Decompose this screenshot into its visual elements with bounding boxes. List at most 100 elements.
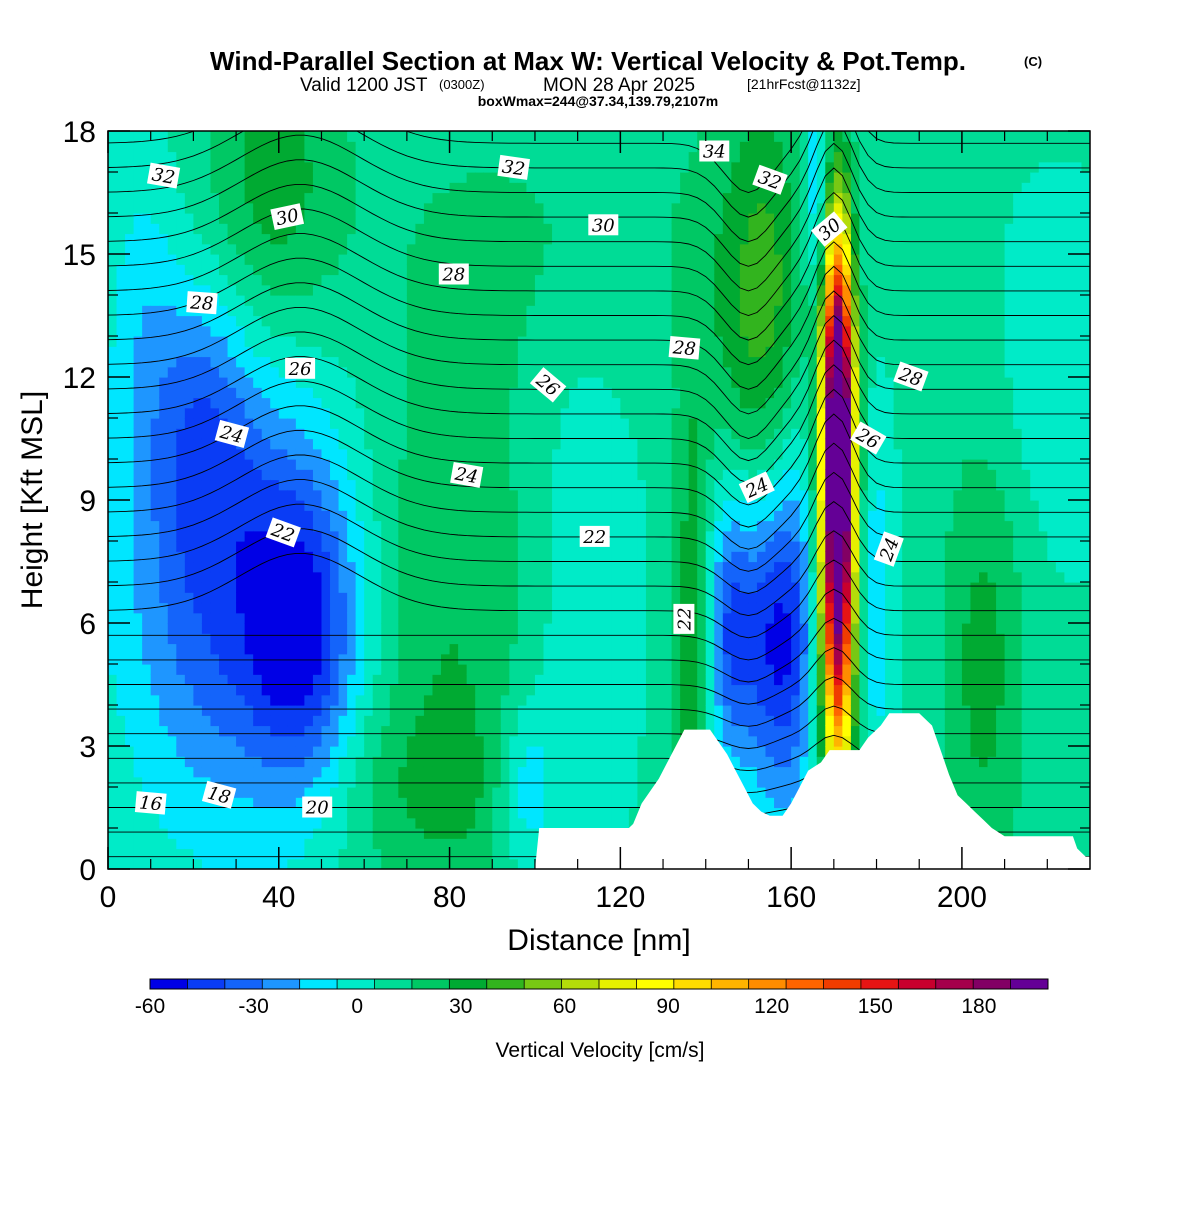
- velocity-cell: [338, 725, 348, 737]
- velocity-cell: [500, 223, 510, 235]
- velocity-cell: [261, 828, 271, 839]
- velocity-cell: [253, 202, 263, 214]
- velocity-cell: [492, 694, 502, 706]
- velocity-cell: [236, 530, 246, 542]
- velocity-cell: [628, 623, 639, 634]
- velocity-cell: [458, 510, 468, 522]
- velocity-cell: [398, 377, 408, 388]
- velocity-cell: [176, 776, 186, 788]
- velocity-cell: [526, 694, 536, 706]
- velocity-cell: [150, 182, 160, 194]
- velocity-cell: [577, 325, 587, 337]
- velocity-cell: [509, 418, 519, 429]
- velocity-cell: [620, 274, 630, 286]
- velocity-cell: [236, 182, 246, 194]
- velocity-cell: [577, 582, 587, 593]
- velocity-cell: [611, 336, 621, 347]
- velocity-cell: [355, 141, 365, 153]
- velocity-cell: [227, 182, 237, 194]
- velocity-cell: [381, 418, 391, 429]
- velocity-cell: [466, 787, 476, 798]
- velocity-cell: [150, 336, 160, 347]
- velocity-cell: [210, 633, 220, 645]
- velocity-cell: [338, 838, 348, 850]
- velocity-cell: [355, 612, 365, 624]
- velocity-cell: [560, 336, 570, 347]
- velocity-cell: [381, 284, 391, 296]
- velocity-cell: [184, 684, 194, 696]
- velocity-cell: [244, 674, 254, 686]
- velocity-cell: [381, 725, 391, 737]
- velocity-cell: [116, 151, 126, 163]
- velocity-cell: [116, 694, 126, 706]
- velocity-cell: [381, 161, 391, 173]
- velocity-cell: [159, 705, 169, 716]
- velocity-cell: [304, 407, 314, 419]
- velocity-cell: [133, 459, 143, 470]
- velocity-cell: [671, 510, 681, 522]
- velocity-cell: [594, 623, 604, 634]
- velocity-cell: [253, 448, 263, 460]
- velocity-cell: [671, 469, 681, 481]
- velocity-cell: [372, 479, 382, 491]
- velocity-cell: [176, 295, 186, 306]
- velocity-cell: [441, 366, 451, 378]
- velocity-cell: [586, 489, 596, 501]
- velocity-cell: [517, 653, 528, 665]
- velocity-cell: [201, 141, 212, 153]
- velocity-cell: [466, 582, 476, 593]
- velocity-cell: [236, 387, 246, 399]
- velocity-cell: [236, 612, 246, 624]
- velocity-cell: [415, 418, 425, 429]
- velocity-cell: [654, 336, 664, 347]
- velocity-cell: [150, 551, 160, 563]
- velocity-cell: [688, 551, 698, 563]
- velocity-cell: [475, 243, 485, 255]
- velocity-cell: [577, 489, 587, 501]
- velocity-cell: [150, 746, 160, 757]
- velocity-cell: [364, 397, 374, 409]
- velocity-cell: [142, 346, 152, 358]
- velocity-cell: [304, 346, 314, 358]
- velocity-cell: [492, 705, 502, 716]
- velocity-cell: [526, 500, 536, 511]
- velocity-cell: [526, 582, 536, 593]
- velocity-cell: [347, 131, 357, 142]
- velocity-cell: [261, 633, 271, 645]
- velocity-cell: [304, 725, 314, 737]
- velocity-cell: [645, 479, 656, 491]
- velocity-cell: [244, 858, 254, 869]
- velocity-cell: [449, 653, 459, 665]
- velocity-cell: [415, 325, 425, 337]
- velocity-cell: [688, 377, 698, 388]
- velocity-cell: [492, 500, 502, 511]
- velocity-cell: [347, 766, 357, 778]
- velocity-cell: [287, 459, 297, 470]
- velocity-cell: [142, 407, 152, 419]
- velocity-cell: [167, 643, 177, 655]
- velocity-cell: [330, 817, 340, 829]
- velocity-cell: [278, 746, 288, 757]
- velocity-cell: [432, 746, 442, 757]
- velocity-cell: [526, 284, 536, 296]
- velocity-cell: [133, 776, 143, 788]
- velocity-cell: [330, 182, 340, 194]
- velocity-cell: [287, 489, 297, 501]
- velocity-cell: [466, 510, 476, 522]
- velocity-cell: [603, 674, 613, 686]
- velocity-cell: [628, 305, 639, 317]
- velocity-cell: [680, 633, 690, 645]
- velocity-cell: [517, 407, 528, 419]
- velocity-cell: [406, 202, 417, 214]
- velocity-cell: [278, 489, 288, 501]
- velocity-cell: [560, 141, 570, 153]
- velocity-cell: [654, 295, 664, 306]
- velocity-cell: [347, 315, 357, 327]
- velocity-cell: [611, 151, 621, 163]
- velocity-cell: [150, 264, 160, 276]
- velocity-cell: [398, 807, 408, 819]
- velocity-cell: [125, 838, 135, 850]
- velocity-cell: [492, 182, 502, 194]
- velocity-cell: [603, 192, 613, 204]
- velocity-cell: [159, 838, 169, 850]
